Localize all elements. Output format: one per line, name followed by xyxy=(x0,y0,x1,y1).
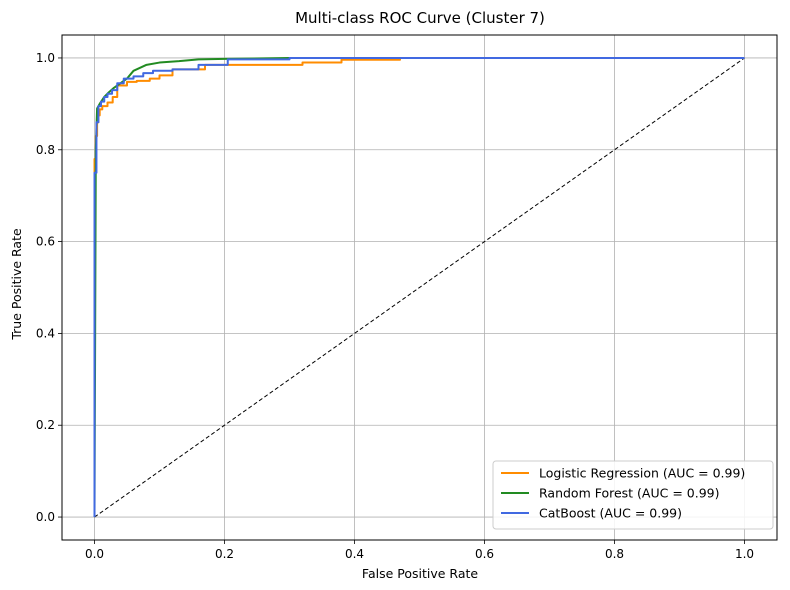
x-tick-label: 0.2 xyxy=(215,547,234,561)
series-line-3 xyxy=(93,56,745,518)
chart-title: Multi-class ROC Curve (Cluster 7) xyxy=(295,9,545,27)
y-tick-label: 0.4 xyxy=(36,326,55,340)
y-tick-label: 0.8 xyxy=(36,143,55,157)
series-layer xyxy=(93,56,745,518)
x-tick-label: 0.8 xyxy=(605,547,624,561)
x-tick-label: 0.0 xyxy=(85,547,104,561)
legend-label-2: Random Forest (AUC = 0.99) xyxy=(539,486,720,501)
axis-ticks: 0.0 0.2 0.4 0.6 0.8 1.0 0.0 0.2 0.4 0.6 0.8 1.0 xyxy=(36,51,754,561)
y-tick-label: 0.6 xyxy=(36,235,55,249)
legend: Logistic Regression (AUC = 0.99) Random F… xyxy=(492,460,774,530)
chance-reference-line xyxy=(94,57,745,518)
legend-box xyxy=(492,460,774,530)
x-axis-title: False Positive Rate xyxy=(362,566,478,581)
grid-lines xyxy=(62,35,777,540)
plot-frame xyxy=(61,34,778,541)
x-tick-label: 0.4 xyxy=(345,547,364,561)
x-tick-label: 1.0 xyxy=(735,547,754,561)
x-tick-label: 0.6 xyxy=(475,547,494,561)
legend-label-1: Logistic Regression (AUC = 0.99) xyxy=(539,466,745,481)
y-tick-label: 1.0 xyxy=(36,51,55,65)
legend-label-3: CatBoost (AUC = 0.99) xyxy=(539,506,682,521)
y-axis-title: True Positive Rate xyxy=(9,228,24,341)
y-tick-label: 0.2 xyxy=(36,418,55,432)
y-tick-label: 0.0 xyxy=(36,510,55,524)
